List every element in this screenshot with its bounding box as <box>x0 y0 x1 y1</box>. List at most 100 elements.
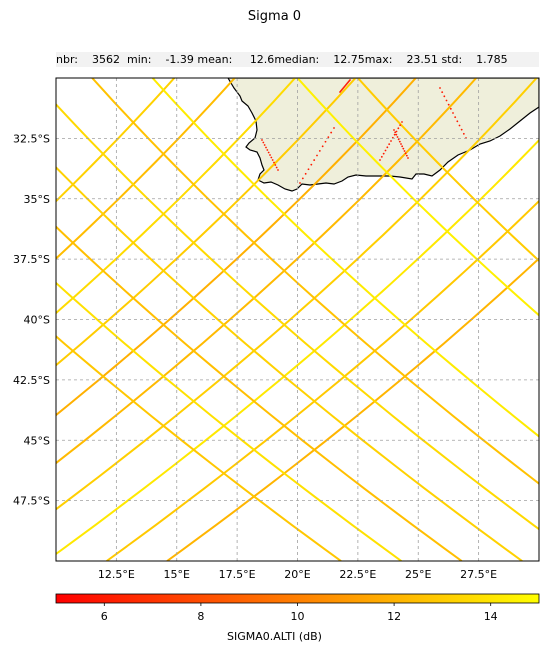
land-point <box>273 161 275 164</box>
land-point <box>460 128 463 131</box>
land-point <box>277 169 279 171</box>
land-point <box>458 124 461 127</box>
land-point <box>330 131 333 134</box>
land-point <box>395 133 398 136</box>
land-point <box>400 143 402 145</box>
land-point <box>266 149 269 151</box>
track-ascending <box>56 78 176 203</box>
land-point <box>313 159 316 161</box>
land-point <box>452 112 454 114</box>
land-point <box>379 159 381 161</box>
track-ascending <box>56 78 236 260</box>
colorbar-tick-label: 8 <box>197 610 204 623</box>
land-point <box>447 103 450 106</box>
track-descending <box>357 78 539 263</box>
colorbar <box>55 593 540 604</box>
lon-tick-label: 27.5°E <box>460 568 497 581</box>
track-descending <box>56 166 523 561</box>
lat-tick-label: 42.5°S <box>13 374 50 387</box>
lat-tick-label: 37.5°S <box>13 253 50 266</box>
land-point <box>454 116 457 119</box>
min-value: -1.39 <box>165 53 194 66</box>
mean-value: 12.6 <box>249 53 275 66</box>
track-ascending <box>56 78 296 315</box>
min-label: min: <box>127 53 152 66</box>
southern-africa-landmass <box>227 78 539 192</box>
lat-tick-label: 45°S <box>24 434 50 447</box>
graticule-grid <box>56 78 539 561</box>
statistics-bar: nbr: 3562 min: -1.39 mean: 12.6median: 1… <box>56 52 539 67</box>
land-point <box>275 166 278 169</box>
land-point <box>390 140 392 142</box>
track-ascending <box>56 78 477 465</box>
nbr-label: nbr: <box>56 53 78 66</box>
lat-tick-label: 35°S <box>24 193 50 206</box>
land-point <box>407 157 409 159</box>
max-label: max: <box>364 53 393 66</box>
land-point <box>403 150 406 152</box>
lon-tick-label: 12.5°E <box>98 568 135 581</box>
land-point <box>382 152 385 155</box>
land-point <box>439 87 441 89</box>
land-point <box>441 91 444 94</box>
land-measurement-points <box>261 79 467 184</box>
land-point <box>404 152 407 155</box>
land-point <box>316 154 318 157</box>
land-point <box>324 140 327 143</box>
land-point <box>299 182 301 184</box>
land-point <box>397 138 400 141</box>
land-point <box>349 79 351 81</box>
track-descending <box>56 225 463 561</box>
colorbar-tick-label: 6 <box>101 610 108 623</box>
lon-tick-label: 20°E <box>284 568 310 581</box>
land-point <box>395 130 398 133</box>
std-value: 1.785 <box>476 53 508 66</box>
longitude-tick-labels: 12.5°E 15°E 17.5°E 20°E 22.5°E 25°E 27.5°E <box>98 568 497 581</box>
colorbar-label: SIGMA0.ALTI (dB) <box>227 630 322 643</box>
latitude-tick-labels: 32.5°S 35°S 37.5°S 40°S 42.5°S 45°S 47.5°S <box>13 132 50 507</box>
land-point <box>333 127 335 129</box>
land-point <box>397 127 400 130</box>
land-point <box>393 133 396 136</box>
land-point <box>396 136 399 138</box>
median-value: 12.75 <box>333 53 365 66</box>
track-ascending <box>56 78 417 417</box>
colorbar-tick-label: 12 <box>387 610 401 623</box>
land-point <box>401 145 404 148</box>
plot-title: Sigma 0 <box>247 9 302 24</box>
lon-tick-label: 25°E <box>405 568 431 581</box>
land-point <box>445 99 448 102</box>
land-point <box>274 164 277 166</box>
land-point <box>462 132 465 135</box>
land-point <box>399 124 402 127</box>
track-ascending <box>56 78 357 367</box>
land-point <box>261 139 263 141</box>
land-point <box>318 150 321 152</box>
lat-tick-label: 32.5°S <box>13 132 50 145</box>
std-label: std: <box>441 53 463 66</box>
median-label: median: <box>274 53 320 66</box>
land-point <box>405 154 408 157</box>
colorbar-tick-label: 10 <box>291 610 305 623</box>
land-point <box>402 147 405 150</box>
track-descending <box>56 335 342 561</box>
land-point <box>263 144 266 146</box>
land-point <box>307 168 310 171</box>
land-point <box>265 146 267 149</box>
land-point <box>401 121 403 123</box>
land-point <box>384 149 387 152</box>
land-point <box>386 146 389 149</box>
land-point <box>271 159 274 161</box>
land-point <box>269 154 271 156</box>
land-point <box>321 145 324 148</box>
land-point <box>267 151 270 154</box>
land-point <box>449 107 452 110</box>
lon-tick-label: 22.5°E <box>339 568 376 581</box>
lon-tick-label: 17.5°E <box>219 568 256 581</box>
track-descending <box>56 281 402 561</box>
land-point <box>380 155 383 158</box>
land-point <box>270 156 273 159</box>
land-point <box>262 141 265 144</box>
land-point <box>456 120 459 123</box>
colorbar-tick-labels: 6 8 10 12 14 <box>101 603 498 623</box>
